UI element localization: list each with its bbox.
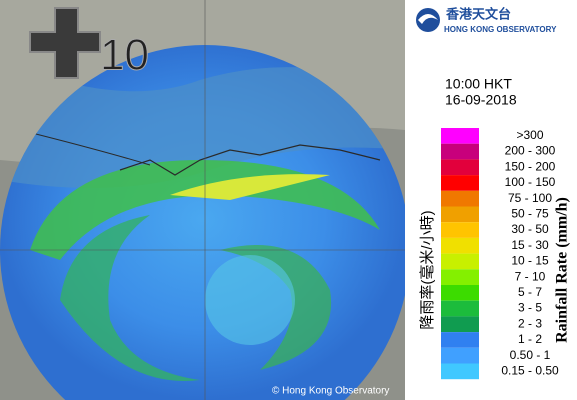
legend-label: 75 - 100: [508, 191, 552, 205]
copyright: © Hong Kong Observatory: [272, 386, 389, 397]
legend-swatch: [441, 237, 479, 254]
legend-label: 100 - 150: [505, 175, 556, 189]
legend-label: 10 - 15: [511, 254, 549, 268]
legend-swatch: [441, 159, 479, 176]
legend-label: 5 - 7: [518, 285, 542, 299]
legend-swatch: [441, 316, 479, 333]
legend-swatch: [441, 285, 479, 301]
legend-label: 50 - 75: [511, 207, 549, 221]
legend-label: 15 - 30: [511, 238, 549, 252]
legend-label: 30 - 50: [511, 222, 549, 236]
legend-title-zh: 降雨率(毫米/小時): [418, 210, 436, 329]
legend-swatch: [441, 175, 479, 191]
legend-swatch: [441, 269, 479, 285]
legend-label: 1 - 2: [518, 332, 542, 346]
legend-label: >300: [516, 128, 543, 142]
legend-swatch: [441, 190, 479, 207]
legend-swatch: [441, 128, 479, 144]
org-zh: 香港天文台: [445, 6, 511, 21]
logo: 香港天文台 HONG KONG OBSERVATORY: [416, 6, 557, 34]
legend-swatch: [441, 363, 479, 380]
legend-label: 3 - 5: [518, 301, 542, 315]
legend-label: 0.15 - 0.50: [501, 364, 559, 378]
legend-label: 7 - 10: [515, 269, 546, 283]
org-en: HONG KONG OBSERVATORY: [444, 25, 557, 34]
legend-swatch: [441, 143, 479, 160]
radar-image: 10 © Hong Kong Observatory: [0, 0, 405, 400]
legend-swatch: [441, 253, 479, 270]
legend-label: 0.50 - 1: [510, 348, 551, 362]
time: 10:00 HKT: [445, 76, 512, 92]
legend-label: 200 - 300: [505, 144, 556, 158]
legend-swatch: [441, 206, 479, 223]
legend-label: 2 - 3: [518, 316, 542, 330]
legend-label: 150 - 200: [505, 159, 556, 173]
legend-swatch: [441, 300, 479, 317]
date: 16-09-2018: [445, 92, 517, 108]
legend-swatch: [441, 222, 479, 238]
overlay-offset: 10: [100, 31, 149, 80]
legend-swatch: [441, 347, 479, 364]
legend-title-en: Rainfall Rate (mm/h): [554, 197, 571, 343]
legend-swatch: [441, 332, 479, 348]
